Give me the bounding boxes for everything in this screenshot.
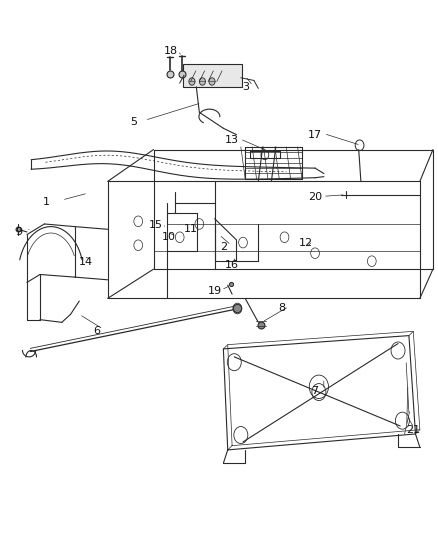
Text: 3: 3 <box>242 82 249 92</box>
Text: 9: 9 <box>15 227 23 237</box>
Text: 8: 8 <box>279 303 286 313</box>
FancyBboxPatch shape <box>183 64 242 87</box>
Text: 12: 12 <box>299 238 313 247</box>
Text: 1: 1 <box>43 197 50 207</box>
Circle shape <box>199 78 205 85</box>
Text: 14: 14 <box>79 257 93 267</box>
Circle shape <box>189 78 195 85</box>
Text: 10: 10 <box>162 232 176 243</box>
Text: 16: 16 <box>225 261 239 270</box>
Text: 2: 2 <box>220 242 227 252</box>
Text: 17: 17 <box>308 130 322 140</box>
Text: 19: 19 <box>208 286 222 296</box>
Text: 5: 5 <box>131 117 138 127</box>
Text: 18: 18 <box>164 46 178 56</box>
Text: 21: 21 <box>406 425 420 435</box>
Text: 13: 13 <box>225 135 239 145</box>
Text: 11: 11 <box>184 224 198 235</box>
Text: 15: 15 <box>148 220 162 230</box>
Text: 6: 6 <box>93 326 100 336</box>
Text: 20: 20 <box>308 192 322 203</box>
Text: 7: 7 <box>311 386 318 397</box>
Circle shape <box>209 78 215 85</box>
